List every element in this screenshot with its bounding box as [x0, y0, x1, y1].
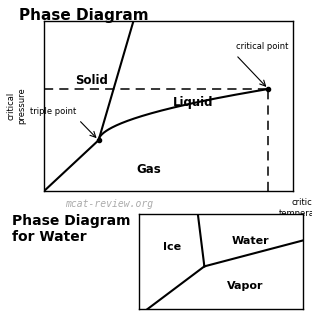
Text: mcat-review.org: mcat-review.org	[65, 199, 153, 209]
Text: Vapor: Vapor	[227, 280, 264, 291]
Text: critical point: critical point	[236, 42, 288, 51]
Text: triple point: triple point	[30, 107, 76, 116]
Text: critical
temperature: critical temperature	[279, 198, 312, 218]
Text: Phase Diagram: Phase Diagram	[19, 8, 148, 23]
Text: Solid: Solid	[75, 74, 108, 87]
Text: Gas: Gas	[136, 163, 161, 176]
Text: Water: Water	[232, 235, 269, 246]
Text: Phase Diagram
for Water: Phase Diagram for Water	[12, 214, 131, 244]
Text: Ice: Ice	[163, 242, 181, 252]
Text: critical
pressure: critical pressure	[7, 88, 26, 124]
Text: Liquid: Liquid	[173, 96, 214, 109]
